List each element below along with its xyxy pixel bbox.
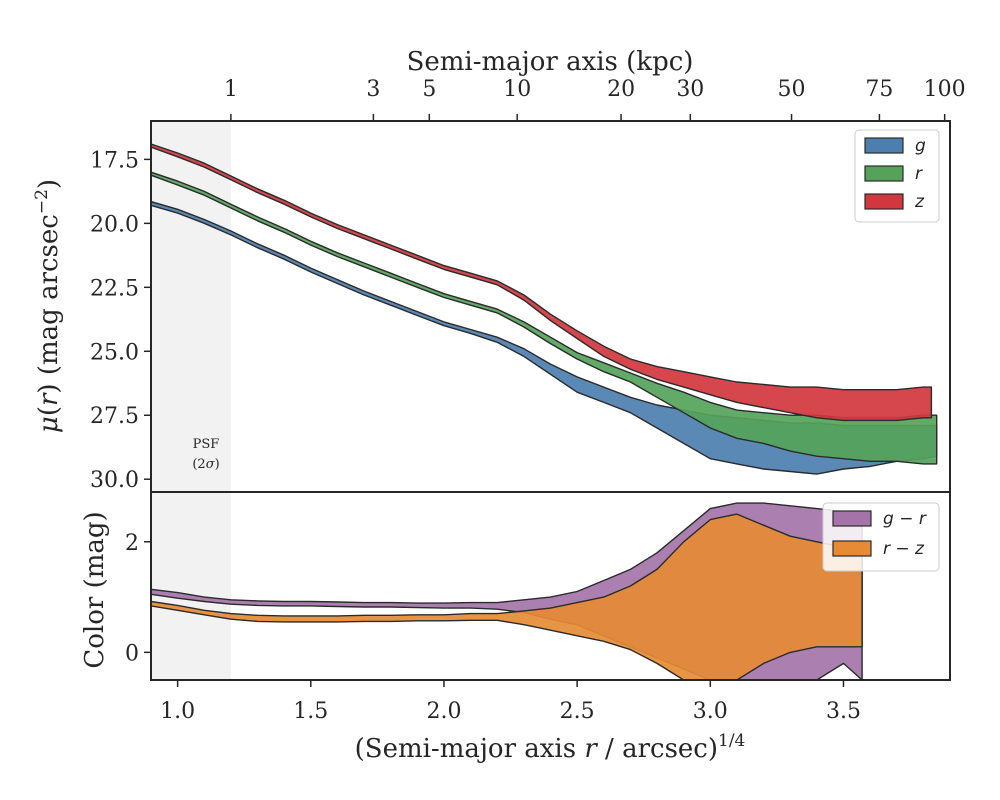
axes-layer: 17.520.022.525.027.530.01 3 5 10 20 30 50 75 100…: [32, 47, 966, 764]
color-legend: g − r r − z: [822, 502, 940, 572]
legend-label: z: [914, 192, 925, 212]
top-tick-label: 3: [366, 77, 380, 102]
top-y-axis-title: μ(r) (mag arcsec−2): [32, 179, 64, 433]
top-tick-label: 1: [224, 77, 238, 102]
legend-layer: grz g − r r − z: [822, 129, 940, 572]
legend-label: r − z: [883, 539, 925, 559]
x-tick-label: 2.5: [560, 699, 595, 724]
legend-swatch: [832, 510, 872, 527]
series-band-r: [151, 171, 938, 465]
x-tick-label: 1.0: [160, 699, 195, 724]
psf-label: PSF: [193, 437, 220, 452]
x-tick-label: 2.0: [426, 699, 461, 724]
legend-swatch: [832, 540, 872, 557]
legend-swatch: [864, 165, 904, 182]
top-legend: grz: [854, 129, 940, 223]
top-tick-label: 30: [676, 77, 704, 102]
top-tick-label: 5: [422, 77, 436, 102]
x-axis-title: (Semi-major axis r / arcsec)1/4: [355, 731, 746, 764]
y-tick-label: 22.5: [90, 276, 139, 301]
legend-label: r: [915, 164, 923, 184]
y-tick-label: 20.0: [90, 212, 139, 237]
color-y-axis-title: Color (mag): [80, 511, 110, 668]
y-tick-label: 25.0: [90, 340, 139, 365]
top-tick-label: 50: [778, 77, 806, 102]
top-tick-label: 75: [865, 77, 893, 102]
top-tick-label: 20: [607, 77, 635, 102]
y-tick-label: 30.0: [90, 468, 139, 493]
x-tick-label: 3.5: [826, 699, 861, 724]
x-tick-label: 1.5: [293, 699, 328, 724]
color-band-r-z: [151, 513, 863, 680]
color-y-tick-label: 0: [125, 641, 139, 666]
top-tick-label: 10: [503, 77, 531, 102]
y-tick-label: 27.5: [90, 404, 139, 429]
series-band-z: [151, 143, 933, 422]
top-tick-label: 100: [924, 77, 966, 102]
color-y-tick-label: 2: [125, 531, 139, 556]
legend-label: g − r: [883, 509, 927, 529]
legend-swatch: [864, 137, 904, 154]
top-axis-title: Semi-major axis (kpc): [407, 47, 694, 77]
legend-swatch: [864, 193, 904, 210]
y-tick-label: 17.5: [90, 148, 139, 173]
x-tick-label: 3.0: [693, 699, 728, 724]
bottom-panel-frame: [150, 491, 951, 681]
data-layer: [151, 143, 938, 680]
legend-label: g: [915, 136, 926, 156]
psf-sublabel: (2σ): [192, 457, 219, 472]
